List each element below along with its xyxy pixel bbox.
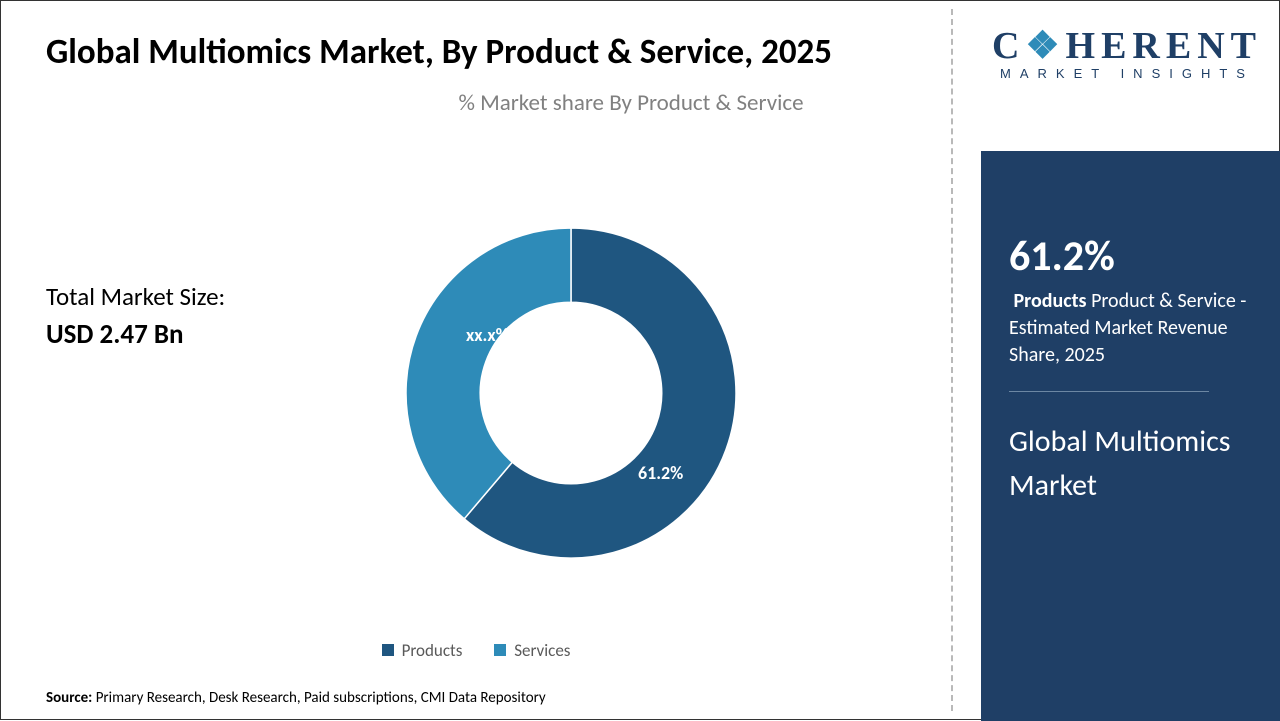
legend-label-services: Services [514,640,570,661]
logo-text-sub: MARKET INSIGHTS [983,66,1271,81]
highlight-percentage: 61.2% [1009,231,1257,282]
source-text: Primary Research, Desk Research, Paid su… [92,689,545,707]
chart-subtitle: % Market share By Product & Service [316,89,946,117]
brand-logo: C❖HERENT MARKET INSIGHTS [983,23,1271,81]
legend-swatch-products [382,644,394,656]
market-size-value: USD 2.47 Bn [46,318,225,351]
legend-label-products: Products [402,640,463,661]
page-title: Global Multiomics Market, By Product & S… [46,31,911,73]
logo-text-main: C❖HERENT [983,23,1271,68]
donut-chart: 61.2% xx.x% [371,193,771,593]
slice-label-products: 61.2% [638,462,683,484]
right-column: C❖HERENT MARKET INSIGHTS 61.2% Products … [961,1,1280,721]
highlight-market-name: Global Multiomics Market [1009,420,1257,507]
chart-legend: Products Services [1,640,951,662]
legend-item-services: Services [494,640,570,661]
main-content-area: Global Multiomics Market, By Product & S… [1,1,951,721]
vertical-divider [951,9,953,711]
market-size-label: Total Market Size: [46,281,225,312]
source-label: Source: [46,689,92,707]
source-citation: Source: Primary Research, Desk Research,… [46,689,546,707]
market-size-block: Total Market Size: USD 2.47 Bn [46,281,225,351]
legend-swatch-services [494,644,506,656]
logo-accent-icon: ❖ [1025,25,1065,67]
highlight-panel: 61.2% Products Product & Service - Estim… [981,151,1280,721]
legend-item-products: Products [382,640,463,661]
donut-graphic: 61.2% xx.x% [406,228,736,558]
donut-svg [406,228,736,558]
highlight-description: Products Product & Service - Estimated M… [1009,288,1257,369]
slice-label-services: xx.x% [466,324,509,346]
highlight-divider [1009,391,1209,392]
